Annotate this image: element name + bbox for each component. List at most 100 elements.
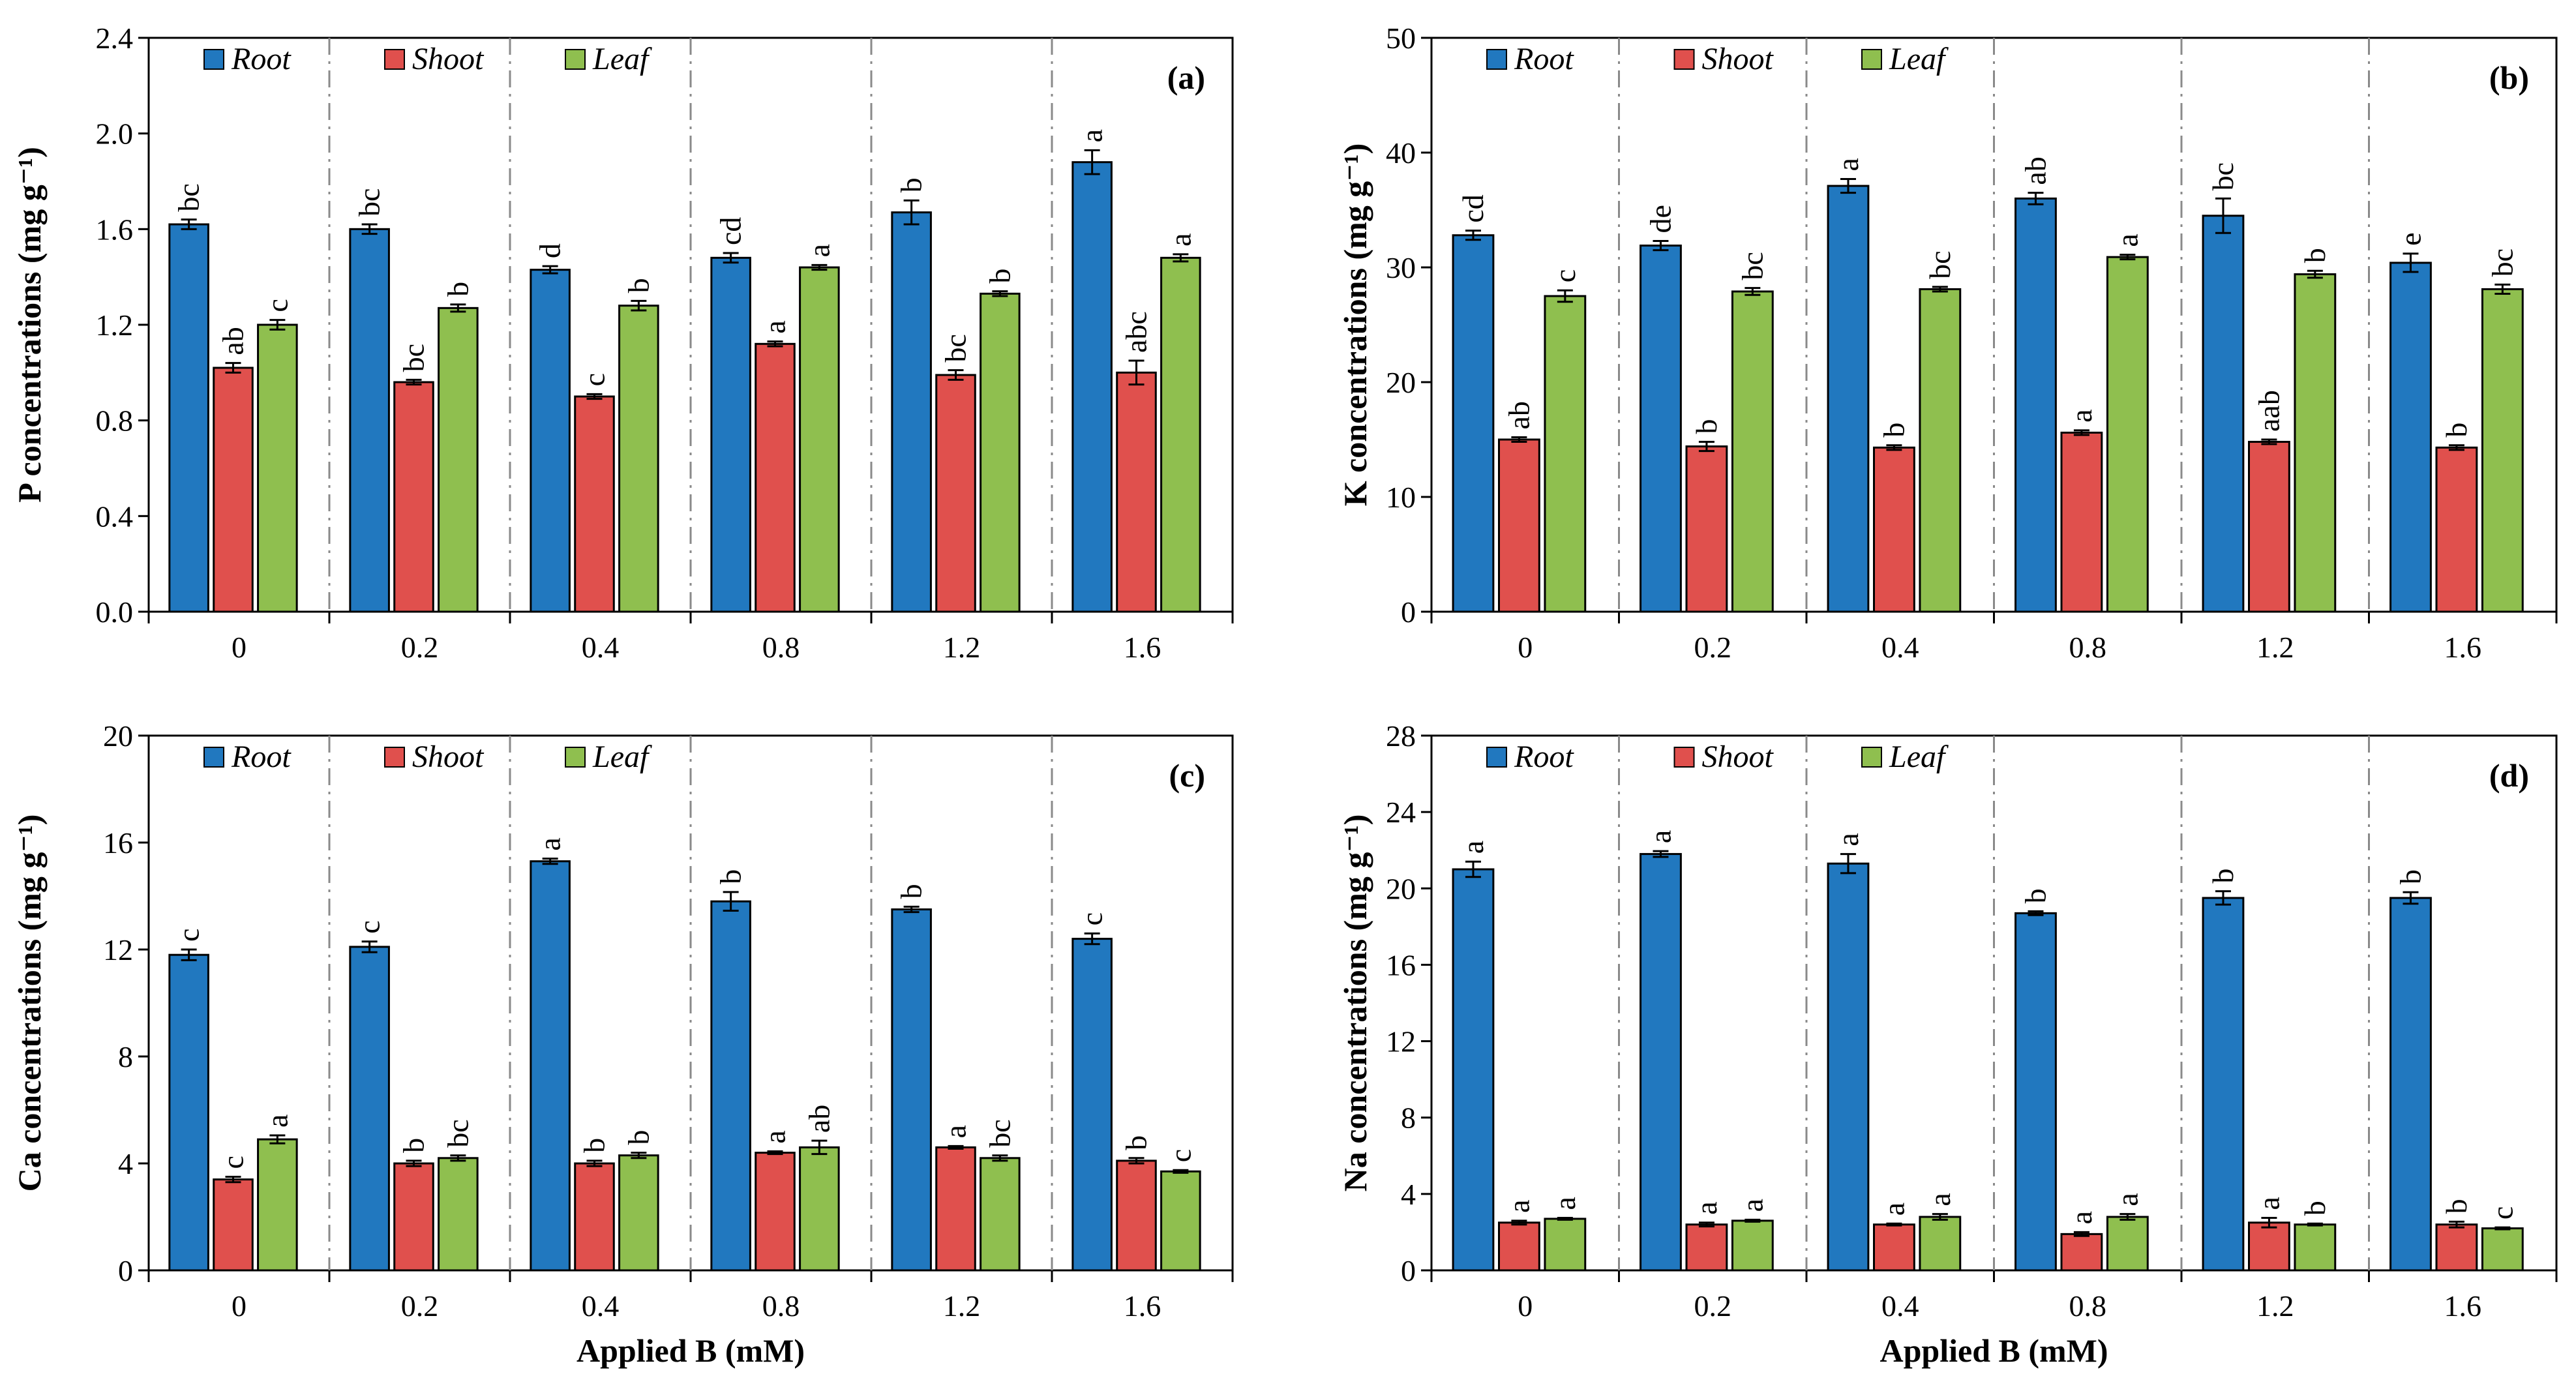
significance-letter: ab — [1502, 401, 1535, 429]
legend-swatch — [565, 747, 586, 768]
significance-letter: c — [2485, 1206, 2519, 1219]
significance-letter: c — [1163, 1149, 1197, 1162]
panel-tag: (b) — [2489, 59, 2529, 96]
significance-letter: a — [938, 1125, 972, 1138]
legend-label: Shoot — [412, 740, 485, 774]
legend-label: Root — [231, 740, 292, 774]
bar-shoot — [213, 1178, 254, 1272]
significance-letter: ab — [2018, 157, 2052, 185]
legend-item-leaf: Leaf — [565, 740, 652, 774]
y-tick-label: 40 — [1386, 136, 1416, 170]
bar-root — [2014, 197, 2057, 613]
x-tick-label: 0.4 — [1881, 1289, 1919, 1323]
bar-root — [1827, 185, 1870, 613]
bar-root — [1640, 245, 1682, 613]
significance-letter: b — [895, 177, 928, 192]
chart-panel-3: 0 4 8 12 16 20 Ca concentrations (mg g⁻¹) 0 0.2 0… — [11, 719, 1234, 1369]
bar-leaf — [1731, 1219, 1774, 1272]
bar-leaf — [980, 1157, 1021, 1272]
significance-letter: b — [2440, 1199, 2473, 1214]
legend-label: Shoot — [1702, 42, 1775, 76]
significance-letter: c — [353, 920, 386, 933]
bar-root — [1827, 862, 1870, 1272]
significance-letter: bc — [938, 334, 972, 362]
bar-leaf — [438, 307, 479, 613]
legend-item-shoot: Shoot — [384, 42, 485, 76]
bar-shoot — [2060, 431, 2103, 613]
bar-shoot — [2435, 446, 2478, 613]
y-tick-label: 8 — [1401, 1101, 1416, 1135]
legend-swatch — [1486, 747, 1507, 768]
significance-letter: b — [983, 269, 1016, 284]
significance-letter: c — [172, 929, 205, 942]
chart-panel-1: 0.0 0.4 0.8 1.2 1.6 2.0 2.4 P concentrations (m… — [11, 22, 1234, 664]
significance-letter: b — [441, 282, 474, 297]
bar-leaf — [438, 1157, 479, 1272]
bar-root — [710, 900, 751, 1272]
x-tick-label: 0.2 — [1694, 1289, 1732, 1323]
significance-letter: ab — [802, 1105, 835, 1133]
significance-letter: a — [2252, 1197, 2285, 1210]
x-axis-label: Applied B (mM) — [577, 1332, 805, 1369]
legend-item-leaf: Leaf — [1861, 740, 1949, 774]
bar-leaf — [799, 266, 840, 613]
bar-leaf — [1919, 1216, 1962, 1272]
y-tick-label: 12 — [103, 933, 133, 966]
significance-letter: bc — [397, 344, 430, 372]
x-tick-label: 0 — [232, 1289, 247, 1323]
bar-root — [2202, 897, 2245, 1272]
legend-item-shoot: Shoot — [1673, 42, 1775, 76]
bar-shoot — [1116, 371, 1157, 613]
significance-letter: b — [714, 869, 747, 884]
y-tick-label: 1.2 — [96, 308, 134, 342]
significance-letter: a — [1456, 841, 1490, 854]
significance-letter: c — [1075, 912, 1109, 925]
legend-item-leaf: Leaf — [1861, 42, 1949, 76]
significance-letter: e — [2393, 232, 2427, 245]
legend-item-root: Root — [203, 42, 292, 76]
y-axis-label: Ca concentrations (mg g⁻¹) — [11, 815, 48, 1192]
bar-leaf — [1731, 290, 1774, 613]
y-tick-label: 28 — [1386, 719, 1416, 753]
significance-letter: b — [622, 278, 655, 293]
x-tick-label: 1.2 — [2256, 631, 2294, 664]
legend-item-shoot: Shoot — [384, 740, 485, 774]
significance-letter: bc — [2206, 162, 2239, 190]
significance-letter: a — [260, 1114, 293, 1128]
legend-swatch — [1861, 747, 1882, 768]
bar-leaf — [2481, 1227, 2524, 1272]
significance-letter: a — [758, 1130, 791, 1143]
y-tick-label: 0.0 — [96, 595, 134, 629]
significance-letter: cd — [714, 217, 747, 245]
bar-root — [349, 228, 390, 613]
panel-tag: (a) — [1167, 59, 1205, 96]
x-tick-label: 0 — [1518, 631, 1533, 664]
significance-letter: bc — [353, 188, 386, 217]
y-tick-label: 20 — [1386, 872, 1416, 905]
bar-root — [2014, 912, 2057, 1272]
bar-leaf — [257, 323, 298, 613]
significance-letter: b — [622, 1130, 655, 1145]
y-tick-label: 2.4 — [96, 22, 134, 55]
legend-label: Root — [231, 42, 292, 76]
legend-swatch — [384, 49, 405, 70]
y-tick-label: 0.8 — [96, 404, 134, 438]
legend-label: Leaf — [592, 42, 652, 76]
x-tick-label: 0.8 — [762, 631, 800, 664]
x-tick-label: 0.8 — [762, 1289, 800, 1323]
significance-letter: c — [1548, 269, 1581, 282]
significance-letter: a — [1831, 158, 1865, 171]
chart-panel-4: 0 4 8 12 16 20 24 28 Na concentrations (mg g⁻¹) 0… — [1337, 719, 2558, 1369]
x-tick-label: 1.6 — [2444, 1289, 2482, 1323]
panel-tag: (d) — [2489, 757, 2529, 794]
significance-letter: b — [1690, 419, 1723, 434]
x-tick-label: 0 — [232, 631, 247, 664]
y-tick-label: 16 — [103, 826, 133, 860]
bar-root — [530, 860, 571, 1272]
legend-label: Leaf — [1889, 42, 1949, 76]
x-tick-label: 0.2 — [1694, 631, 1732, 664]
y-tick-label: 4 — [1401, 1178, 1416, 1211]
significance-letter: d — [533, 243, 567, 258]
significance-letter: b — [397, 1138, 430, 1153]
